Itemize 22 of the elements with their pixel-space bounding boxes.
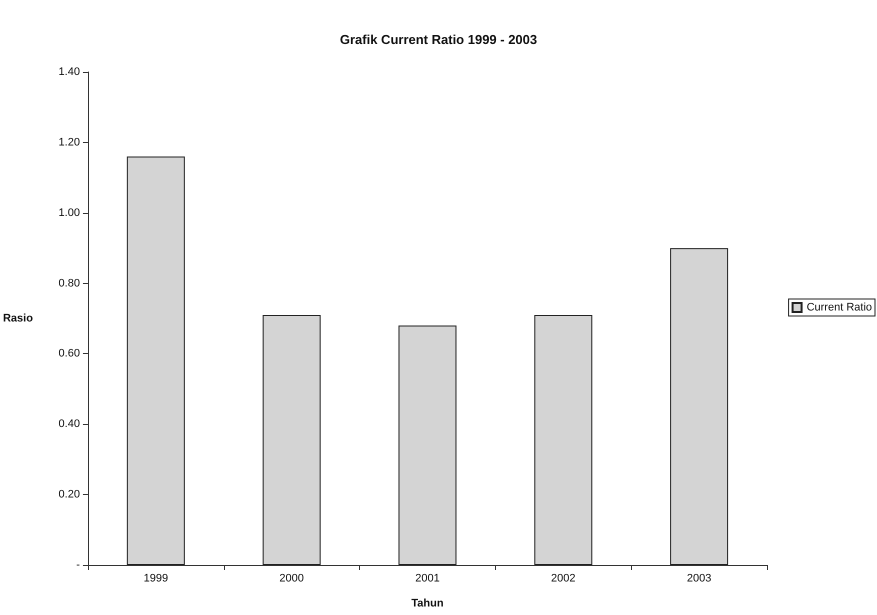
- y-tick-label: 0.20: [58, 488, 80, 501]
- y-tick-label: -: [76, 559, 80, 571]
- chart-title: Grafik Current Ratio 1999 - 2003: [340, 32, 538, 47]
- x-tick-label: 1999: [144, 572, 168, 584]
- x-tick-label: 2003: [686, 572, 712, 584]
- bar: [398, 326, 456, 565]
- bar: [670, 248, 728, 565]
- x-tick-label: 2001: [415, 572, 440, 584]
- y-tick-label: 0.80: [58, 277, 80, 290]
- legend-label: Current Ratio: [806, 302, 872, 314]
- y-tick-label: 0.40: [58, 418, 80, 430]
- bar: [262, 314, 321, 565]
- y-axis-title: Rasio: [2, 312, 34, 324]
- bar: [534, 314, 592, 565]
- x-tick-label: 2002: [551, 572, 576, 584]
- x-axis-title: Tahun: [411, 598, 444, 610]
- x-tick-label: 2000: [279, 572, 304, 584]
- y-tick-label: 0.60: [58, 348, 80, 360]
- bar: [126, 156, 185, 565]
- y-tick-label: 1.40: [58, 66, 80, 78]
- y-tick-label: 1.00: [58, 206, 80, 219]
- y-tick-label: 1.20: [58, 136, 80, 148]
